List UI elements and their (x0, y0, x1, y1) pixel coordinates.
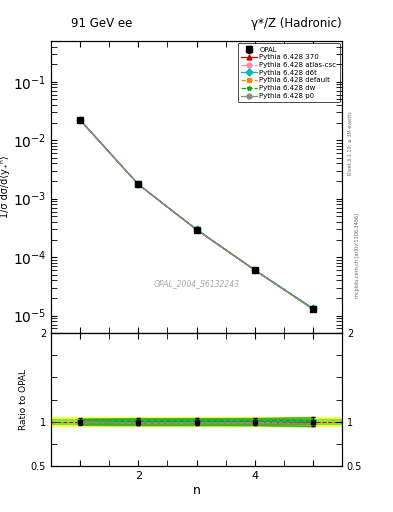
Bar (51, 417, 342, 426)
Line: Pythia 6.428 p0: Pythia 6.428 p0 (78, 118, 315, 311)
Pythia 6.428 atlas-csc (252, 267, 257, 273)
Pythia 6.428 p0 (310, 306, 315, 312)
Line: Pythia 6.428 d6t: Pythia 6.428 d6t (78, 118, 315, 311)
Pythia 6.428 default (194, 227, 199, 233)
Pythia 6.428 370 (252, 267, 257, 273)
Pythia 6.428 p0 (78, 117, 83, 123)
Legend: OPAL, Pythia 6.428 370, Pythia 6.428 atlas-csc, Pythia 6.428 d6t, Pythia 6.428 d: OPAL, Pythia 6.428 370, Pythia 6.428 atl… (238, 43, 340, 102)
Line: Pythia 6.428 atlas-csc: Pythia 6.428 atlas-csc (78, 118, 315, 311)
Pythia 6.428 default (136, 181, 141, 187)
Pythia 6.428 d6t (194, 226, 199, 232)
Pythia 6.428 dw (78, 117, 83, 123)
Pythia 6.428 370 (78, 117, 83, 123)
Pythia 6.428 atlas-csc (78, 117, 83, 123)
Text: 91 GeV ee: 91 GeV ee (71, 16, 132, 30)
Bar (51, 419, 342, 424)
Pythia 6.428 370 (194, 226, 199, 232)
Text: γ*/Z (Hadronic): γ*/Z (Hadronic) (251, 16, 342, 30)
Line: Pythia 6.428 default: Pythia 6.428 default (78, 118, 315, 311)
Text: OPAL_2004_S6132243: OPAL_2004_S6132243 (154, 279, 239, 288)
Pythia 6.428 p0 (252, 267, 257, 273)
Y-axis label: Ratio to OPAL: Ratio to OPAL (19, 369, 28, 430)
Pythia 6.428 default (252, 267, 257, 273)
Pythia 6.428 p0 (194, 227, 199, 233)
Pythia 6.428 dw (136, 181, 141, 187)
Pythia 6.428 370 (310, 306, 315, 312)
Pythia 6.428 dw (310, 306, 315, 312)
Pythia 6.428 d6t (252, 267, 257, 273)
Text: Rivet 3.1.10; ≥ 3M events: Rivet 3.1.10; ≥ 3M events (348, 112, 353, 175)
X-axis label: n: n (193, 483, 200, 497)
Line: Pythia 6.428 dw: Pythia 6.428 dw (78, 118, 315, 311)
Pythia 6.428 default (78, 117, 83, 123)
Pythia 6.428 370 (136, 181, 141, 187)
Pythia 6.428 atlas-csc (194, 227, 199, 233)
Line: Pythia 6.428 370: Pythia 6.428 370 (78, 118, 315, 311)
Pythia 6.428 dw (194, 226, 199, 232)
Pythia 6.428 atlas-csc (310, 306, 315, 312)
Pythia 6.428 d6t (310, 306, 315, 312)
Pythia 6.428 dw (252, 267, 257, 273)
Text: mcplots.cern.ch [arXiv:1306.3436]: mcplots.cern.ch [arXiv:1306.3436] (355, 214, 360, 298)
Pythia 6.428 d6t (78, 117, 83, 123)
Pythia 6.428 d6t (136, 181, 141, 187)
Y-axis label: 1/σ dσ/d⟨y₊ⁿ⟩: 1/σ dσ/d⟨y₊ⁿ⟩ (0, 156, 10, 218)
Pythia 6.428 p0 (136, 181, 141, 187)
Pythia 6.428 atlas-csc (136, 181, 141, 187)
Pythia 6.428 default (310, 306, 315, 312)
